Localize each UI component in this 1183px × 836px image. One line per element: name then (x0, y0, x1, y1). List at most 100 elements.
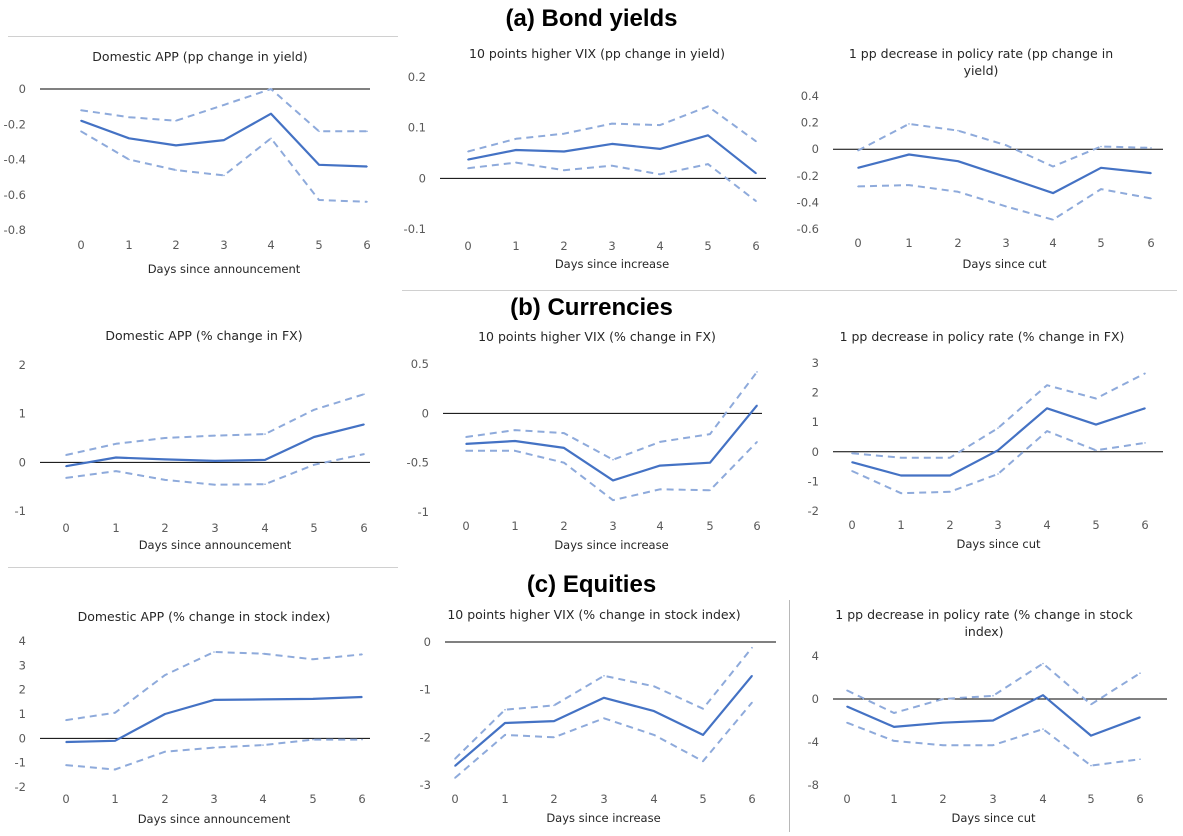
data-point-upper (213, 651, 215, 653)
chart-title-line: 10 points higher VIX (% change in FX) (478, 329, 716, 344)
data-point-estimate (164, 713, 166, 715)
y-tick-label: -8 (808, 778, 819, 792)
data-point-estimate (992, 719, 994, 722)
data-point-lower (1144, 442, 1146, 444)
chart-equities-policy-rate: 1 pp decrease in policy rate (% change i… (808, 607, 1167, 825)
separator-top-left (8, 36, 398, 37)
data-point-lower (942, 744, 944, 746)
x-tick-label: 0 (62, 792, 69, 806)
data-point-estimate (659, 464, 661, 467)
data-point-lower (270, 137, 272, 140)
data-point-lower (751, 701, 753, 704)
y-tick-label: 0.4 (801, 89, 819, 103)
x-tick-label: 6 (1141, 518, 1148, 532)
x-tick-label: 5 (699, 792, 706, 806)
data-point-upper (611, 122, 613, 125)
data-point-estimate (213, 699, 215, 701)
data-point-lower (128, 158, 130, 161)
data-point-upper (653, 685, 655, 688)
y-tick-label: 0 (812, 142, 819, 156)
data-point-upper (65, 719, 67, 721)
data-point-lower (563, 461, 565, 464)
data-point-lower (997, 473, 999, 475)
data-point-estimate (949, 474, 951, 477)
x-tick-label: 5 (1087, 792, 1094, 806)
y-tick-label: 0.1 (408, 121, 426, 135)
y-tick-label: 0 (424, 635, 431, 649)
data-point-estimate (908, 153, 910, 156)
data-point-lower (653, 734, 655, 736)
data-point-upper (164, 674, 166, 676)
x-axis-label: Days since increase (546, 811, 660, 825)
data-point-lower (949, 491, 951, 493)
y-tick-label: 1 (19, 407, 26, 421)
y-tick-label: -2 (15, 780, 26, 794)
data-point-lower (756, 441, 758, 443)
series-line-estimate (65, 423, 365, 468)
data-point-upper (1042, 662, 1044, 665)
x-tick-label: 1 (897, 518, 904, 532)
data-point-upper (563, 132, 565, 135)
x-tick-label: 6 (753, 519, 760, 533)
data-point-estimate (659, 148, 661, 150)
data-point-estimate (128, 137, 130, 140)
series-line-estimate (851, 407, 1146, 477)
data-point-estimate (114, 740, 116, 742)
chart-title-line: 1 pp decrease in policy rate (pp change … (849, 46, 1113, 61)
data-point-estimate (264, 459, 266, 461)
data-point-upper (709, 433, 711, 435)
x-tick-label: 2 (161, 792, 168, 806)
data-point-upper (264, 433, 266, 435)
data-point-lower (514, 450, 516, 452)
y-tick-label: -3 (420, 778, 431, 792)
y-tick-label: 1 (19, 707, 26, 721)
chart-bond-yields-policy-rate: 1 pp decrease in policy rate (pp change … (797, 46, 1163, 271)
x-tick-label: 0 (462, 519, 469, 533)
y-tick-label: -0.8 (4, 223, 26, 237)
x-axis-label: Days since increase (554, 538, 668, 552)
data-point-lower (553, 736, 555, 739)
x-tick-label: 5 (1097, 236, 1104, 250)
data-point-estimate (957, 160, 959, 162)
data-point-lower (957, 191, 959, 193)
x-tick-label: 0 (848, 518, 855, 532)
data-point-estimate (270, 112, 272, 115)
y-tick-label: 2 (19, 683, 26, 697)
chart-equities-vix: 10 points higher VIX (% change in stock … (420, 607, 776, 825)
data-point-estimate (164, 458, 166, 461)
x-tick-label: 2 (550, 792, 557, 806)
x-tick-label: 6 (1147, 236, 1154, 250)
data-point-estimate (1100, 167, 1102, 169)
data-point-upper (515, 138, 517, 140)
data-point-upper (1090, 703, 1092, 706)
chart-bond-yields-vix: 10 points higher VIX (pp change in yield… (404, 46, 766, 271)
data-point-upper (1150, 147, 1152, 149)
data-point-estimate (893, 726, 895, 728)
y-tick-label: -0.6 (797, 222, 819, 236)
x-axis-label: Days since cut (951, 811, 1035, 825)
data-point-upper (115, 443, 117, 445)
data-point-upper (851, 452, 853, 455)
data-point-lower (175, 169, 177, 171)
series-line-upper (65, 651, 363, 722)
data-point-estimate (857, 167, 859, 169)
y-tick-label: -4 (808, 735, 819, 749)
data-point-upper (363, 393, 365, 395)
data-point-lower (504, 734, 506, 736)
x-axis-label: Days since announcement (148, 262, 301, 276)
data-point-upper (313, 409, 315, 411)
data-point-estimate (504, 722, 506, 724)
data-point-estimate (1139, 716, 1141, 719)
x-tick-label: 4 (1039, 792, 1046, 806)
data-point-upper (751, 646, 753, 649)
data-point-upper (949, 456, 951, 459)
x-tick-label: 0 (854, 236, 861, 250)
data-point-estimate (214, 460, 216, 462)
x-tick-label: 0 (62, 521, 69, 535)
data-point-lower (707, 163, 709, 165)
data-point-upper (1139, 672, 1141, 674)
data-point-upper (756, 371, 758, 373)
data-point-estimate (1144, 407, 1146, 410)
data-point-lower (603, 717, 605, 720)
data-point-lower (755, 200, 757, 202)
